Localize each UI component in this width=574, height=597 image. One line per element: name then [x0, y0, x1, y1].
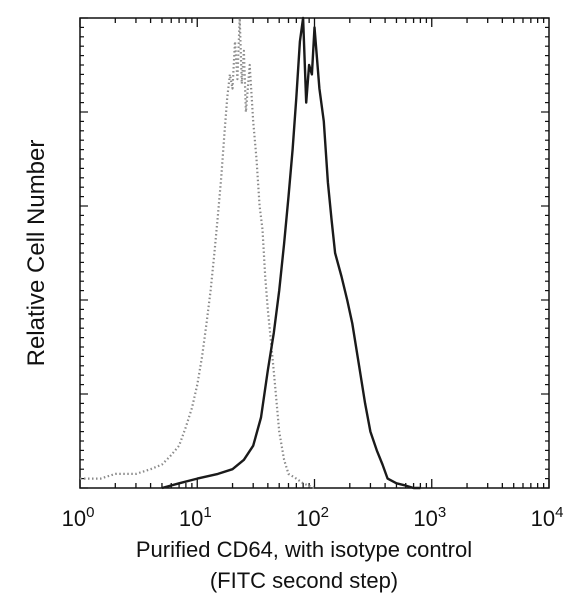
- x-tick-label: 102: [296, 504, 329, 531]
- cd64-series-line: [161, 16, 421, 490]
- isotype-control-series-line: [80, 16, 315, 490]
- x-axis-label-line1: Purified CD64, with isotype control: [136, 537, 472, 562]
- x-tick-label: 101: [179, 504, 212, 531]
- x-axis-tick-labels: 100 101 102 103 104: [62, 504, 564, 531]
- series-group: [80, 16, 421, 490]
- plot-frame: [79, 17, 550, 489]
- x-tick-label: 103: [413, 504, 446, 531]
- x-axis-ticks: [79, 18, 550, 488]
- x-tick-label: 104: [531, 504, 564, 531]
- y-axis-label: Relative Cell Number: [23, 140, 50, 367]
- y-axis-ticks: [80, 17, 549, 489]
- x-axis-label-line2: (FITC second step): [210, 568, 398, 593]
- x-tick-label: 100: [62, 504, 95, 531]
